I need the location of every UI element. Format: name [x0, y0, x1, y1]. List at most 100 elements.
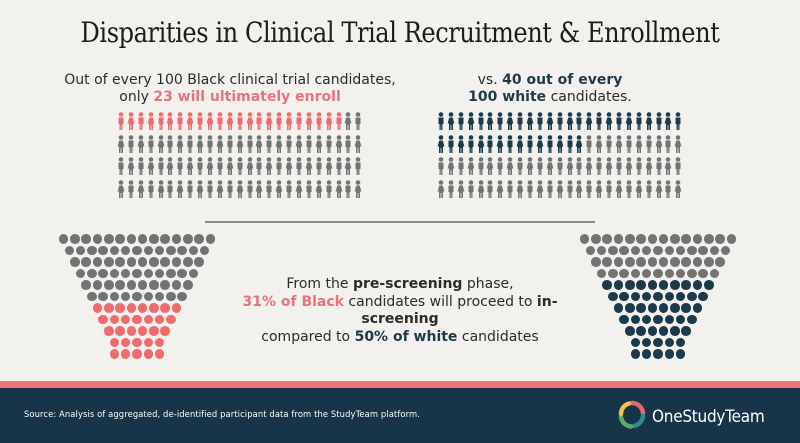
person-icon-highlighted: [535, 134, 545, 155]
person-icon-highlighted: [634, 112, 644, 132]
dot-highlighted: [625, 326, 635, 336]
source-note: Source: Analysis of aggregated, de-ident…: [24, 409, 421, 419]
dot-highlighted: [641, 314, 652, 324]
dot-highlighted: [653, 337, 663, 347]
dot: [194, 257, 204, 267]
dot-highlighted: [687, 314, 697, 324]
person-icon: [116, 179, 126, 200]
person-icon-highlighted: [663, 112, 673, 132]
person-icon: [446, 157, 456, 177]
dot: [120, 291, 131, 301]
person-icon: [185, 179, 195, 200]
person-icon-highlighted: [594, 112, 604, 132]
person-icon: [343, 179, 353, 200]
footer-accent-strip: [0, 381, 800, 388]
dot: [602, 234, 612, 244]
caption-line-2: 100 white candidates.: [420, 89, 680, 106]
dot: [98, 245, 108, 255]
person-icon: [294, 179, 304, 200]
person-icon: [264, 157, 274, 177]
dot-highlighted: [132, 349, 142, 359]
funnel-row: [58, 257, 216, 269]
funnel-row: [579, 234, 737, 246]
dot: [636, 257, 646, 267]
funnel-row: [58, 314, 216, 327]
enroll-highlight: 40 out of every: [502, 72, 623, 88]
person-icon-highlighted: [274, 112, 284, 132]
text: From the: [286, 276, 353, 292]
dot: [653, 268, 663, 278]
dot-highlighted: [647, 280, 658, 290]
dot: [608, 245, 618, 255]
caption-line-1: vs. 40 out of every: [420, 72, 680, 89]
person-icon: [663, 157, 673, 177]
dot: [653, 245, 663, 255]
dot: [726, 234, 737, 244]
caption-suffix: candidates.: [546, 89, 632, 105]
person-icon: [195, 179, 205, 200]
person-icon: [624, 157, 634, 177]
person-icon: [624, 134, 634, 155]
dot-highlighted: [687, 291, 697, 301]
person-icon: [604, 179, 614, 200]
dot: [120, 268, 131, 278]
person-icon: [126, 157, 136, 177]
dot: [658, 257, 669, 267]
dot-highlighted: [619, 314, 629, 324]
dot: [704, 257, 714, 267]
dot: [160, 257, 170, 267]
dot-highlighted: [664, 349, 675, 359]
dot: [81, 257, 91, 267]
person-icon-highlighted: [225, 112, 235, 132]
person-icon-highlighted: [505, 134, 515, 155]
dot-highlighted: [636, 326, 646, 336]
person-icon: [654, 157, 664, 177]
dot-highlighted: [653, 314, 663, 324]
dot-highlighted: [675, 314, 686, 324]
person-icon: [654, 179, 664, 200]
dot-highlighted: [137, 303, 148, 313]
section-divider: [205, 221, 595, 223]
dot: [625, 257, 635, 267]
person-icon: [146, 179, 156, 200]
person-icon-highlighted: [136, 112, 146, 132]
person-icon: [175, 134, 185, 155]
dot-highlighted: [126, 303, 137, 313]
person-icon-highlighted: [485, 134, 495, 155]
caption-line-1: Out of every 100 Black clinical trial ca…: [64, 72, 396, 88]
dot: [166, 268, 176, 278]
caption-prefix: only: [119, 89, 154, 105]
person-icon: [584, 157, 594, 177]
dot: [137, 280, 148, 290]
dot: [104, 280, 114, 290]
person-icon-highlighted: [644, 112, 654, 132]
text: compared to: [261, 328, 355, 345]
screening-line-3: compared to 50% of white candidates: [220, 329, 580, 347]
person-icon: [235, 134, 245, 155]
black-percent-highlight: 31% of Black: [242, 293, 344, 310]
person-icon: [624, 179, 634, 200]
person-icon: [314, 134, 324, 155]
person-icon-highlighted: [654, 112, 664, 132]
person-icon-highlighted: [264, 112, 274, 132]
dot: [154, 245, 165, 255]
dot-highlighted: [658, 326, 669, 336]
person-icon: [284, 179, 294, 200]
person-icon: [235, 157, 245, 177]
dot: [183, 257, 193, 267]
person-icon: [634, 134, 644, 155]
person-icon: [294, 157, 304, 177]
dot: [92, 280, 103, 290]
white-percent-highlight: 50% of white: [354, 328, 458, 345]
person-icon-highlighted: [466, 112, 476, 132]
person-icon-highlighted: [565, 112, 575, 132]
person-icon: [525, 179, 535, 200]
logo-wordmark: OneStudyTeam: [652, 407, 765, 427]
black-screening-funnel: [58, 234, 216, 361]
person-icon-highlighted: [456, 112, 466, 132]
person-icon: [304, 134, 314, 155]
dot: [692, 234, 703, 244]
person-icon: [584, 179, 594, 200]
person-icon: [505, 157, 515, 177]
dot: [70, 257, 80, 267]
